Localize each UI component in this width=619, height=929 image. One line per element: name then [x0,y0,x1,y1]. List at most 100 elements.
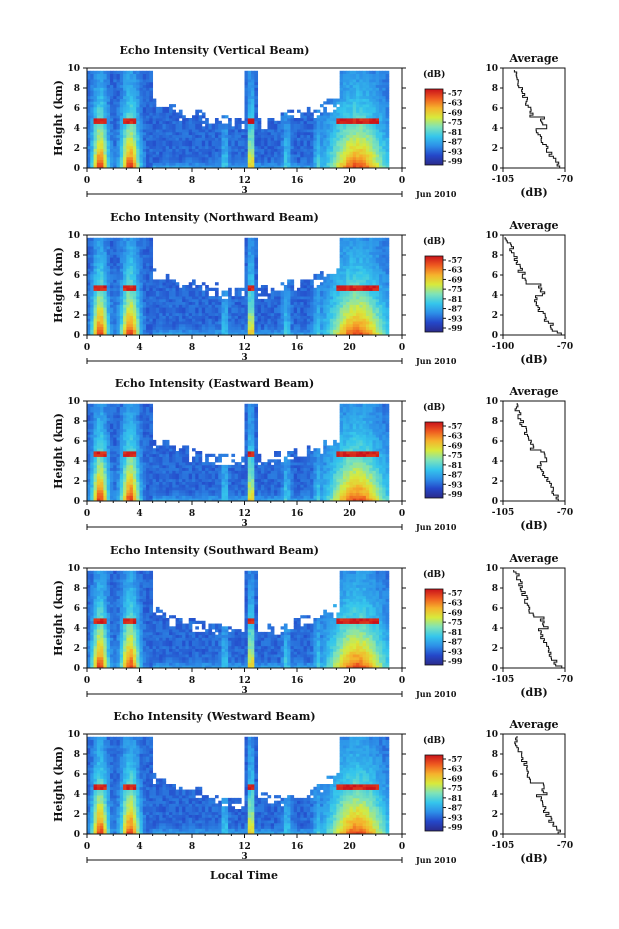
heatmap-cell [139,145,144,149]
heatmap-cell [123,79,127,83]
heatmap-cell [283,159,288,163]
heatmap-cell [369,120,373,124]
heatmap-cell [155,131,160,136]
heatmap-cell [192,145,196,149]
heatmap-cell [365,106,370,111]
heatmap-cell [241,326,245,330]
heatmap-cell [362,120,367,124]
heatmap-cell [162,293,167,297]
heatmap-cell [195,131,199,136]
heatmap-cell [139,148,144,152]
heatmap-cell [375,159,380,163]
heatmap-cell [182,151,186,155]
heatmap-cell [244,104,249,108]
heatmap-cell [159,315,163,319]
heatmap-cell [106,98,111,102]
heatmap-cell [109,285,114,289]
heatmap-cell [228,307,232,311]
heatmap-cell [379,321,383,325]
heatmap-cell [369,73,373,77]
heatmap-cell [342,126,347,130]
heatmap-cell [116,165,121,169]
heatmap-cell [175,332,180,336]
heatmap-cell [214,321,219,325]
heatmap-cell [329,123,334,127]
heatmap-cell [333,290,337,294]
heatmap-cell [208,134,213,138]
heatmap-cell [257,315,262,319]
heatmap-cell [139,143,144,147]
heatmap-cell [234,129,239,133]
heatmap-cell [142,165,147,169]
heatmap-cell [116,159,121,163]
heatmap-cell [211,310,216,314]
heatmap-cell [303,131,308,136]
heatmap-cell [280,312,285,316]
heatmap-cell [228,156,232,161]
month-label: Jun 2010 [415,189,457,199]
heatmap-cell [356,154,360,158]
heatmap-cell [192,120,196,124]
heatmap-cell [119,243,124,247]
heatmap-cell [264,312,268,316]
heatmap-cell [280,165,285,169]
heatmap-cell [149,257,154,261]
heatmap-cell [132,285,137,289]
heatmap-cell [149,318,154,322]
heatmap-cell [270,321,275,325]
heatmap-cell [198,123,203,127]
heatmap-cell [385,298,390,303]
heatmap-cell [316,310,321,314]
heatmap-cell [152,162,157,166]
heatmap-cell [90,439,94,444]
heatmap-cell [188,296,193,300]
heatmap-cell [116,145,121,149]
heatmap-cell [116,156,121,161]
heatmap-cell [132,326,137,330]
heatmap-cell [316,109,321,113]
heatmap-cell [369,90,373,94]
heatmap-cell [96,282,101,286]
heatmap-cell [132,287,137,291]
heatmap-cell [379,123,383,127]
heatmap-cell [293,126,298,130]
heatmap-cell [109,101,114,105]
heatmap-cell [123,95,127,99]
heatmap-cell [375,165,380,169]
heatmap-cell [349,251,354,255]
heatmap-cell [319,156,324,161]
heatmap-cell [234,151,239,155]
heatmap-cell [244,323,249,328]
heatmap-cell [359,332,364,336]
heatmap-cell [326,323,331,328]
heatmap-cell [346,246,350,250]
heatmap-cell [192,293,196,297]
heatmap-cell [149,243,154,247]
heatmap-cell [188,162,193,166]
heatmap-cell [132,298,137,303]
heatmap-cell [142,162,147,166]
heatmap-cell [379,87,383,91]
heatmap-cell [136,301,140,305]
heatmap-cell [162,323,167,328]
heatmap-cell [267,143,272,147]
heatmap-cell [165,165,170,169]
heatmap-cell [224,321,229,325]
heatmap-cell [188,298,193,303]
heatmap-cell [362,109,367,113]
heatmap-cell [90,310,94,314]
heatmap-cell [109,276,114,280]
heatmap-cell [93,112,98,116]
heatmap-cell [382,301,386,305]
heatmap-cell [100,287,104,291]
heatmap-cell [346,315,350,319]
heatmap-cell [188,332,193,336]
heatmap-cell [119,287,124,291]
heatmap-cell [106,251,111,255]
heatmap-cell [205,310,209,314]
heatmap-cell [365,293,370,297]
heatmap-cell [109,246,114,250]
heatmap-cell [103,243,108,247]
heatmap-cell [365,332,370,336]
heatmap-cell [323,329,327,333]
